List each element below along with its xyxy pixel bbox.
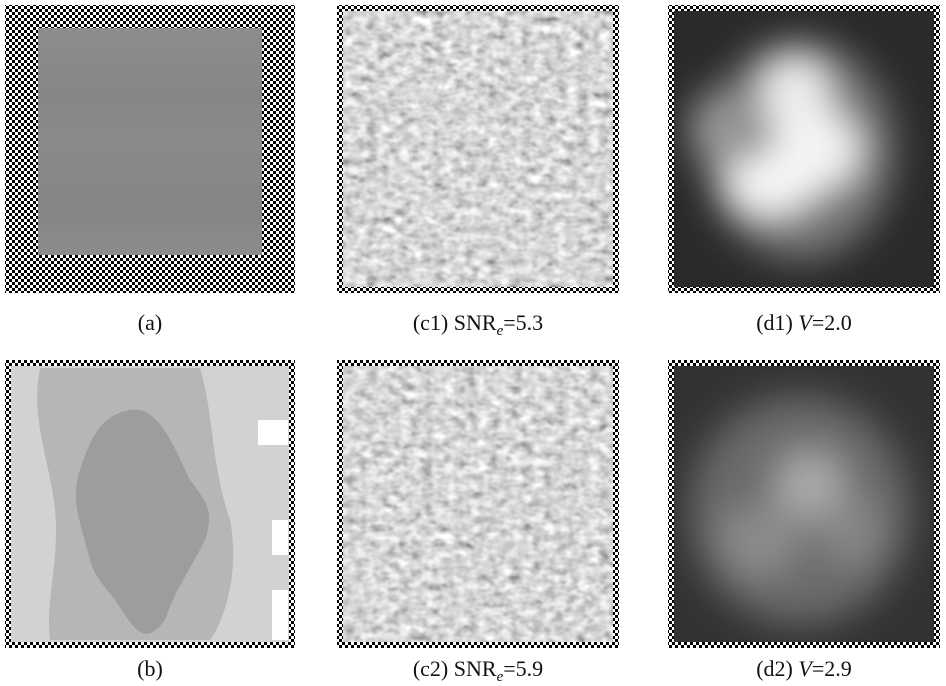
caption: (b) <box>137 656 163 681</box>
panel-d1-image <box>668 5 940 293</box>
caption-value: =5.3 <box>503 310 543 335</box>
caption-label: (c2) <box>413 656 448 681</box>
panel-a-image <box>5 5 295 293</box>
caption-metric: SNR <box>454 656 497 681</box>
figure: (a) (c1) SNRe=5.3 (d1) V=2.0 (b) (c2) SN… <box>0 0 946 686</box>
panel-b-image <box>5 360 295 648</box>
caption-label: (b) <box>137 656 163 681</box>
caption-value: =5.9 <box>503 656 543 681</box>
caption-label: (d1) <box>756 310 793 335</box>
caption: (d1) V=2.0 <box>756 310 852 335</box>
caption: (c1) SNRe=5.3 <box>413 310 543 339</box>
caption-value: =2.0 <box>812 310 852 335</box>
panel-c2-image <box>337 360 619 648</box>
caption-value: =2.9 <box>812 656 852 681</box>
caption: (d2) V=2.9 <box>756 656 852 681</box>
caption-label: (d2) <box>756 656 793 681</box>
caption-metric: SNR <box>454 310 497 335</box>
caption: (c2) SNRe=5.9 <box>413 656 543 685</box>
panel-d2-image <box>668 360 940 648</box>
caption-label: (a) <box>138 310 162 335</box>
caption: (a) <box>138 310 162 335</box>
caption-label: (c1) <box>413 310 448 335</box>
panel-c1-image <box>337 5 619 293</box>
